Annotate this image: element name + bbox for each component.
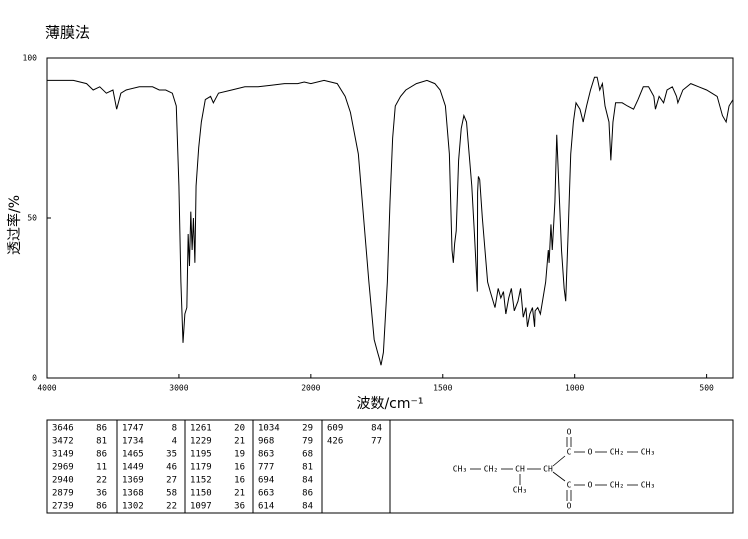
table-cell: 1747: [122, 424, 144, 434]
table-cell: 11: [96, 463, 107, 473]
table-cell: 1369: [122, 476, 144, 486]
table-cell: 1465: [122, 450, 144, 460]
table-cell: 3472: [52, 437, 74, 447]
table-cell: 1449: [122, 463, 144, 473]
y-tick-label: 100: [23, 54, 38, 63]
atom: O: [567, 428, 572, 437]
table-cell: 2879: [52, 489, 74, 499]
atom: CH₃: [513, 486, 527, 495]
table-cell: 86: [96, 424, 107, 434]
table-cell: 22: [96, 476, 107, 486]
table-cell: 1302: [122, 502, 144, 512]
x-axis-label: 波数/cm⁻¹: [356, 396, 423, 412]
y-tick-label: 50: [27, 214, 37, 223]
table-cell: 79: [302, 437, 313, 447]
table-cell: 614: [258, 502, 274, 512]
table-cell: 36: [96, 489, 107, 499]
table-cell: 694: [258, 476, 274, 486]
table-cell: 86: [96, 502, 107, 512]
table-cell: 36: [234, 502, 245, 512]
table-cell: 4: [172, 437, 177, 447]
table-cell: 663: [258, 489, 274, 499]
table-cell: 426: [327, 437, 343, 447]
atom: O: [567, 502, 572, 511]
peak-table: [46, 419, 734, 514]
table-cell: 84: [302, 502, 313, 512]
chart-title: 薄膜法: [45, 24, 90, 42]
table-cell: 1734: [122, 437, 144, 447]
bond: [552, 455, 566, 467]
table-cell: 3149: [52, 450, 74, 460]
table-cell: 2969: [52, 463, 74, 473]
table-cell: 777: [258, 463, 274, 473]
y-axis-label: 透过率/%: [6, 195, 23, 255]
y-tick-label: 0: [32, 374, 37, 383]
atom: CH₂: [610, 481, 624, 490]
table-cell: 16: [234, 476, 245, 486]
atom: CH: [515, 465, 525, 474]
bond: [552, 471, 566, 482]
x-tick-label: 3000: [169, 384, 188, 393]
x-tick-label: 1000: [565, 384, 584, 393]
atom: C: [567, 481, 572, 490]
atom: CH₂: [484, 465, 498, 474]
x-tick-label: 4000: [37, 384, 56, 393]
table-cell: 21: [234, 489, 245, 499]
x-tick-label: 1500: [433, 384, 452, 393]
x-tick-label: 2000: [301, 384, 320, 393]
spectrum-line: [47, 76, 734, 366]
atom: O: [588, 448, 593, 457]
table-cell: 35: [166, 450, 177, 460]
table-cell: 1150: [190, 489, 212, 499]
table-cell: 2739: [52, 502, 74, 512]
table-cell: 22: [166, 502, 177, 512]
atom: CH₃: [453, 465, 467, 474]
table-cell: 1368: [122, 489, 144, 499]
table-cell: 84: [371, 424, 382, 434]
table-cell: 863: [258, 450, 274, 460]
atom: CH₃: [641, 481, 655, 490]
table-cell: 1097: [190, 502, 212, 512]
table-cell: 58: [166, 489, 177, 499]
table-cell: 3646: [52, 424, 74, 434]
table-cell: 1179: [190, 463, 212, 473]
table-cell: 2940: [52, 476, 74, 486]
atom: O: [588, 481, 593, 490]
structure: O C O CH₂ CH₃ CH₃ CH₂ CH CH CH₃ C O CH₂ …: [453, 428, 655, 511]
atom: CH: [543, 465, 553, 474]
table-cell: 86: [302, 489, 313, 499]
table-cell: 68: [302, 450, 313, 460]
table-cell: 1034: [258, 424, 280, 434]
atom: CH₃: [641, 448, 655, 457]
table-cell: 8: [172, 424, 177, 434]
table-cell: 29: [302, 424, 313, 434]
table-cell: 16: [234, 463, 245, 473]
table-cell: 609: [327, 424, 343, 434]
plot-frame: [46, 57, 734, 379]
table-cell: 81: [96, 437, 107, 447]
table-cell: 1195: [190, 450, 212, 460]
table-cell: 1229: [190, 437, 212, 447]
table-cell: 21: [234, 437, 245, 447]
table-cell: 1261: [190, 424, 212, 434]
table-cell: 84: [302, 476, 313, 486]
table-cell: 19: [234, 450, 245, 460]
table-cell: 46: [166, 463, 177, 473]
table-cell: 77: [371, 437, 382, 447]
atom: C: [567, 448, 572, 457]
table-cell: 968: [258, 437, 274, 447]
atom: CH₂: [610, 448, 624, 457]
table-cell: 86: [96, 450, 107, 460]
table-cell: 27: [166, 476, 177, 486]
table-cell: 1152: [190, 476, 212, 486]
x-tick-label: 500: [699, 384, 714, 393]
table-cell: 81: [302, 463, 313, 473]
table-cell: 20: [234, 424, 245, 434]
